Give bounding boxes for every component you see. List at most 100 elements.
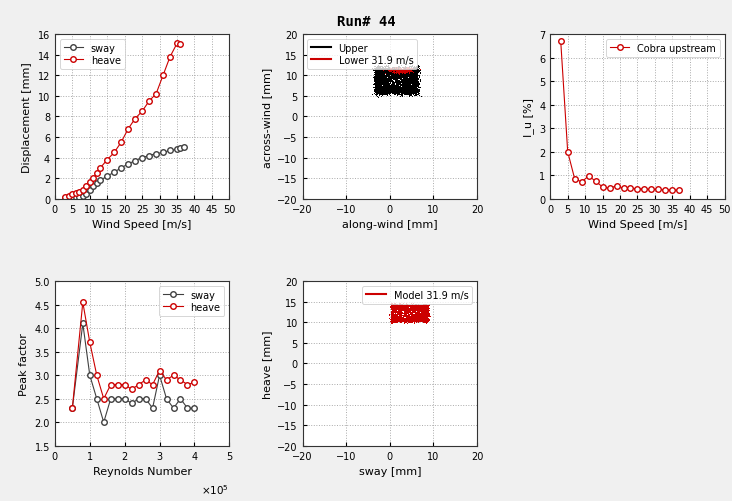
- Cobra upstream: [661, 187, 670, 193]
- Lower 31.9 m/s: [392, 69, 400, 75]
- Line: sway: sway: [70, 321, 197, 425]
- Legend: sway, heave: sway, heave: [60, 40, 124, 70]
- sway: [78, 193, 87, 199]
- Cobra upstream: [619, 186, 628, 192]
- heave: [64, 193, 73, 199]
- heave: [134, 382, 143, 388]
- Upper: [388, 77, 397, 83]
- sway: [145, 153, 154, 159]
- Legend: Upper, Lower 31.9 m/s: Upper, Lower 31.9 m/s: [307, 40, 417, 70]
- heave: [110, 150, 119, 156]
- heave: [183, 382, 192, 388]
- X-axis label: Wind Speed [m/s]: Wind Speed [m/s]: [92, 220, 192, 230]
- sway: [138, 155, 146, 161]
- sway: [120, 396, 129, 402]
- X-axis label: along-wind [mm]: along-wind [mm]: [342, 220, 438, 230]
- heave: [163, 377, 171, 383]
- Lower 31.9 m/s: [395, 69, 403, 75]
- Y-axis label: Peak factor: Peak factor: [19, 332, 29, 395]
- Cobra upstream: [605, 186, 614, 192]
- heave: [127, 387, 136, 393]
- heave: [75, 189, 83, 195]
- Upper: [396, 72, 405, 78]
- sway: [134, 396, 143, 402]
- sway: [68, 194, 77, 200]
- Cobra upstream: [626, 186, 635, 192]
- sway: [124, 161, 132, 167]
- sway: [64, 195, 73, 201]
- heave: [190, 379, 199, 385]
- heave: [113, 382, 122, 388]
- Cobra upstream: [584, 174, 593, 180]
- Cobra upstream: [612, 183, 621, 189]
- Lower 31.9 m/s: [388, 70, 397, 76]
- Cobra upstream: [647, 187, 656, 193]
- sway: [110, 170, 119, 176]
- X-axis label: sway [mm]: sway [mm]: [359, 466, 421, 476]
- Upper: [406, 63, 414, 69]
- Text: Run# 44: Run# 44: [337, 15, 395, 29]
- Legend: Cobra upstream: Cobra upstream: [606, 40, 720, 58]
- Cobra upstream: [654, 187, 662, 193]
- sway: [179, 145, 188, 151]
- sway: [176, 146, 185, 152]
- Cobra upstream: [591, 179, 600, 185]
- Y-axis label: across-wind [mm]: across-wind [mm]: [261, 67, 272, 167]
- heave: [117, 140, 126, 146]
- Cobra upstream: [640, 186, 649, 192]
- sway: [106, 396, 115, 402]
- heave: [169, 372, 178, 378]
- heave: [176, 377, 185, 383]
- Cobra upstream: [675, 188, 684, 194]
- heave: [102, 157, 111, 163]
- sway: [141, 396, 150, 402]
- Line: Cobra upstream: Cobra upstream: [558, 40, 682, 193]
- heave: [152, 92, 160, 98]
- heave: [72, 190, 81, 196]
- heave: [78, 187, 87, 193]
- Upper: [408, 92, 417, 98]
- Cobra upstream: [668, 187, 677, 193]
- heave: [141, 377, 150, 383]
- Line: heave: heave: [63, 42, 183, 200]
- Cobra upstream: [578, 179, 586, 185]
- heave: [165, 55, 174, 61]
- heave: [148, 382, 157, 388]
- sway: [75, 194, 83, 200]
- Line: Lower 31.9 m/s: Lower 31.9 m/s: [382, 68, 422, 77]
- Line: sway: sway: [63, 145, 187, 201]
- sway: [68, 405, 77, 411]
- Cobra upstream: [564, 149, 572, 155]
- sway: [173, 147, 182, 153]
- Legend: sway, heave: sway, heave: [160, 287, 225, 316]
- heave: [106, 382, 115, 388]
- heave: [145, 99, 154, 105]
- Upper: [394, 76, 403, 82]
- heave: [124, 127, 132, 133]
- Lower 31.9 m/s: [398, 69, 407, 75]
- Lower 31.9 m/s: [391, 66, 400, 72]
- heave: [159, 73, 168, 79]
- Y-axis label: Displacement [mm]: Displacement [mm]: [22, 62, 32, 172]
- Upper: [374, 76, 383, 82]
- sway: [165, 148, 174, 154]
- heave: [92, 171, 101, 177]
- Cobra upstream: [633, 186, 642, 192]
- Cobra upstream: [598, 185, 607, 191]
- sway: [117, 165, 126, 171]
- sway: [163, 396, 171, 402]
- heave: [173, 41, 182, 47]
- Lower 31.9 m/s: [400, 70, 409, 76]
- Line: heave: heave: [70, 300, 197, 411]
- Line: Upper: Upper: [371, 66, 421, 99]
- sway: [86, 187, 94, 193]
- sway: [131, 158, 140, 164]
- heave: [68, 405, 77, 411]
- heave: [92, 372, 101, 378]
- sway: [89, 184, 97, 190]
- sway: [82, 191, 91, 197]
- Lower 31.9 m/s: [401, 69, 410, 75]
- Legend: Model 31.9 m/s: Model 31.9 m/s: [362, 287, 472, 304]
- Lower 31.9 m/s: [398, 68, 407, 74]
- heave: [89, 176, 97, 182]
